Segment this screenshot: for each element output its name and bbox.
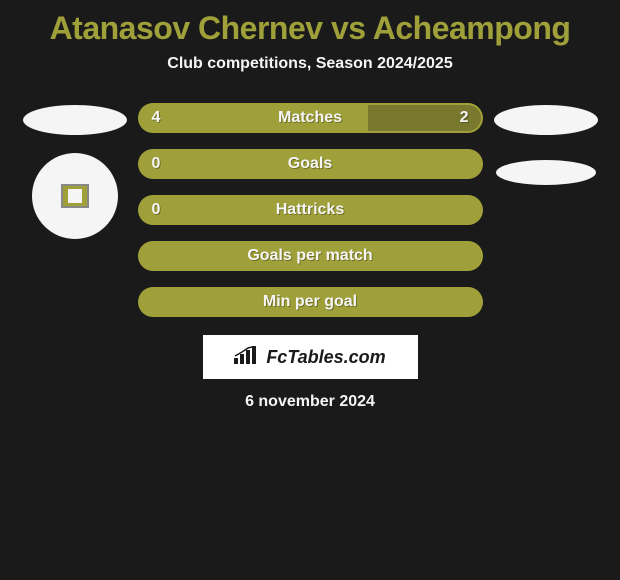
page-title: Atanasov Chernev vs Acheampong xyxy=(50,10,571,47)
stat-label: Goals per match xyxy=(138,247,483,265)
team-logo-placeholder-left xyxy=(23,105,127,135)
stat-label: Goals xyxy=(138,155,483,173)
team-logo-placeholder-right xyxy=(494,105,598,135)
stat-row: Goals per match xyxy=(138,241,483,271)
date-label: 6 november 2024 xyxy=(245,393,375,411)
stat-label: Hattricks xyxy=(138,201,483,219)
left-player-col xyxy=(22,103,128,239)
stat-row: 0Hattricks xyxy=(138,195,483,225)
stat-row: 42Matches xyxy=(138,103,483,133)
brand-text: FcTables.com xyxy=(266,347,385,368)
comparison-area: 42Matches 0Goals 0Hattricks Goals per match… xyxy=(0,103,620,317)
chart-icon xyxy=(234,346,262,369)
player-avatar-left xyxy=(32,153,118,239)
stat-label: Matches xyxy=(138,109,483,127)
stat-label: Min per goal xyxy=(138,293,483,311)
image-icon xyxy=(68,189,82,203)
player-avatar-right xyxy=(496,160,596,185)
stat-row: Min per goal xyxy=(138,287,483,317)
brand-badge: FcTables.com xyxy=(203,335,418,379)
comparison-container: Atanasov Chernev vs Acheampong Club comp… xyxy=(0,0,620,411)
stat-row: 0Goals xyxy=(138,149,483,179)
right-player-col xyxy=(493,103,599,185)
subtitle: Club competitions, Season 2024/2025 xyxy=(167,55,452,73)
avatar-placeholder-icon xyxy=(61,184,89,208)
stat-bars: 42Matches 0Goals 0Hattricks Goals per match… xyxy=(138,103,483,317)
